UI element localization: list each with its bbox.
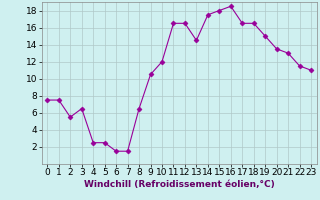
X-axis label: Windchill (Refroidissement éolien,°C): Windchill (Refroidissement éolien,°C) bbox=[84, 180, 275, 189]
